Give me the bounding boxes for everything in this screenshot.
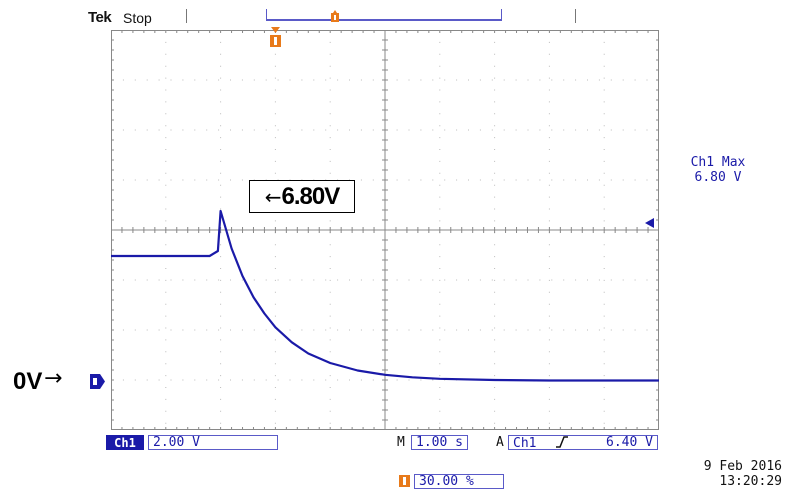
waveform-display[interactable]: [111, 30, 659, 430]
date-readout: 9 Feb 2016: [703, 459, 782, 474]
acquisition-state: Stop: [123, 10, 152, 26]
measurement-readout[interactable]: Ch1 Max 6.80 V: [668, 155, 768, 185]
time-readout: 13:20:29: [719, 474, 782, 489]
status-bar: Ch1 2.00 V M 1.00 s A Ch1 6.40 V: [106, 435, 659, 450]
peak-arrow: ←: [264, 184, 282, 209]
trigger-position-icon-small: [399, 475, 410, 487]
zero-volt-arrow: →: [44, 366, 63, 391]
trigger-level: 6.40 V: [606, 435, 653, 450]
record-trigger-icon: [331, 10, 339, 22]
timebase-value[interactable]: 1.00 s: [411, 435, 468, 450]
trigger-source: Ch1: [513, 436, 537, 451]
trigger-position-value[interactable]: 30.00 %: [414, 474, 504, 489]
trigger-settings[interactable]: Ch1 6.40 V: [508, 435, 658, 450]
header-divider: [575, 9, 576, 23]
record-position-bar[interactable]: [266, 9, 502, 21]
measurement-value: 6.80 V: [694, 170, 742, 185]
vertical-scale[interactable]: 2.00 V: [148, 435, 278, 450]
brand-logo: Tek: [88, 9, 112, 26]
measurement-label: Ch1 Max: [690, 155, 746, 170]
header-divider: [186, 9, 187, 23]
trigger-position-icon: [270, 27, 281, 47]
ch1-ground-icon[interactable]: [90, 374, 105, 389]
peak-callout: ← 6.80V: [249, 180, 355, 213]
timebase-label: M: [397, 435, 405, 450]
zero-volt-label: 0V: [13, 368, 43, 395]
ch1-trace: [111, 209, 659, 382]
peak-value: 6.80V: [281, 182, 341, 210]
rising-edge-icon: [556, 436, 569, 448]
trigger-level-icon: [645, 218, 654, 228]
trigger-label: A: [496, 435, 504, 450]
ch1-badge[interactable]: Ch1: [106, 435, 144, 450]
graticule: [111, 30, 659, 430]
